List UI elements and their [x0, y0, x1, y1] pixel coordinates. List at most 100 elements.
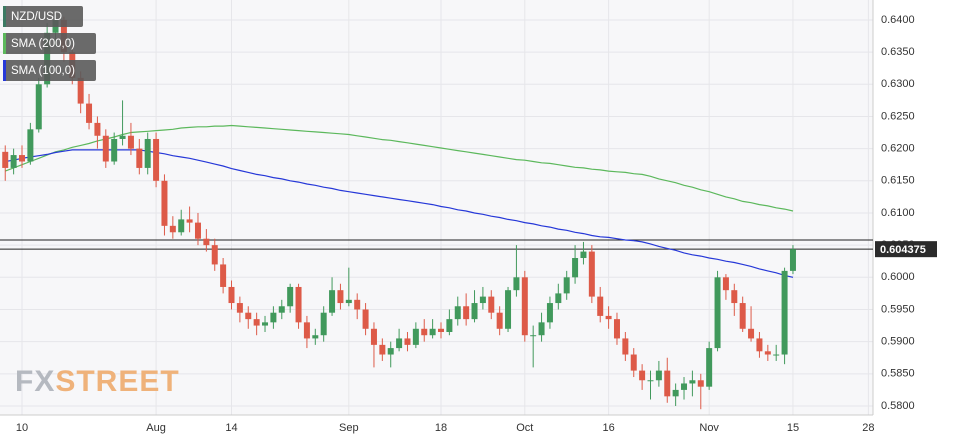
candle-body [245, 312, 252, 320]
candle-body [19, 155, 25, 162]
candle-body [739, 303, 746, 329]
last-price-box [875, 241, 937, 258]
candle-body [278, 306, 285, 313]
candle-body [295, 286, 302, 323]
candle-body [102, 135, 109, 162]
candle-body [178, 219, 185, 233]
x-tick-label: 14 [225, 422, 237, 434]
candle-body [337, 290, 344, 304]
candle-body [362, 309, 369, 329]
candle-body [404, 338, 411, 345]
candle-body [597, 296, 604, 316]
x-tick-label: 16 [602, 422, 614, 434]
candle-body [354, 299, 361, 310]
y-tick-label: 0.6300 [881, 78, 915, 90]
candle-body [412, 328, 419, 345]
candle-body [580, 251, 587, 259]
last-price-label: 0.604375 [880, 244, 926, 256]
candle-body [211, 245, 218, 265]
x-tick-label: Oct [516, 422, 533, 434]
candle-body [194, 222, 201, 239]
watermark: FXSTREET [15, 365, 180, 398]
y-tick-label: 0.6200 [881, 143, 915, 155]
candle-body [463, 306, 470, 320]
candle-body [387, 348, 394, 355]
candle-body [203, 238, 210, 246]
watermark-part: FX [15, 365, 55, 398]
x-tick-label: Aug [146, 422, 166, 434]
candle-body [111, 138, 118, 162]
candle-body [505, 290, 512, 329]
candle-body [44, 32, 51, 85]
candle-body [496, 312, 503, 329]
candle-body [329, 290, 336, 313]
candle-body [396, 338, 403, 349]
candle-body [555, 293, 562, 304]
candle-body [446, 319, 453, 332]
candle-body [630, 354, 637, 371]
candle-body [379, 344, 386, 355]
candle-body [756, 338, 763, 352]
candle-body [77, 77, 84, 104]
candle-body [153, 138, 160, 181]
legend-box [3, 60, 96, 81]
candle-body [253, 319, 260, 326]
candle-body [471, 303, 478, 320]
candle-body [287, 286, 294, 307]
candle-body [538, 322, 545, 336]
legend-label: NZD/USD [11, 11, 62, 23]
candle-body [10, 155, 17, 168]
candle-body [530, 335, 537, 337]
legend-swatch [3, 33, 6, 54]
candle-body [681, 383, 688, 390]
candle-body [773, 354, 780, 356]
legend-swatch [3, 60, 6, 81]
candle-body [136, 148, 143, 168]
candle-body [572, 258, 579, 278]
candle-body [345, 299, 352, 304]
candle-body [119, 135, 126, 139]
candle-body [639, 370, 646, 381]
candle-body [789, 249, 796, 271]
x-tick-label: 18 [435, 422, 447, 434]
candle-body [236, 303, 243, 313]
y-tick-label: 0.5800 [881, 400, 915, 412]
candle-body [86, 103, 93, 123]
candle-body [781, 270, 788, 355]
candle-body [731, 290, 738, 304]
candle-body [689, 380, 696, 384]
candle-body [27, 129, 34, 162]
candle-body [513, 277, 520, 291]
candle-body [454, 306, 461, 320]
candle-body [488, 296, 495, 313]
candle-body [303, 322, 310, 339]
candle-body [697, 380, 704, 387]
legend-label: SMA (200,0) [11, 38, 75, 50]
y-tick-label: 0.5850 [881, 368, 915, 380]
y-tick-label: 0.6150 [881, 175, 915, 187]
plot-background [0, 0, 873, 415]
candle-body [563, 277, 570, 294]
legend-label: SMA (100,0) [11, 65, 75, 77]
candle-body [35, 84, 42, 130]
candle-body [262, 322, 269, 326]
x-tick-label: Sep [339, 422, 359, 434]
candle-body [169, 225, 176, 233]
candle-body [144, 138, 151, 168]
candle-body [320, 312, 327, 336]
candle-body [2, 151, 9, 168]
candle-body [312, 335, 319, 339]
x-tick-label: 15 [787, 422, 799, 434]
candle-body [161, 180, 168, 226]
watermark-part: STREET [55, 365, 179, 398]
x-tick-label: Nov [699, 422, 719, 434]
candle-body [748, 328, 755, 339]
candle-body [127, 135, 134, 149]
candle-body [370, 328, 377, 345]
candle-body [664, 370, 671, 397]
x-tick-label: 10 [16, 422, 28, 434]
candle-body [588, 251, 595, 297]
candle-body [706, 348, 713, 387]
y-tick-label: 0.6100 [881, 207, 915, 219]
